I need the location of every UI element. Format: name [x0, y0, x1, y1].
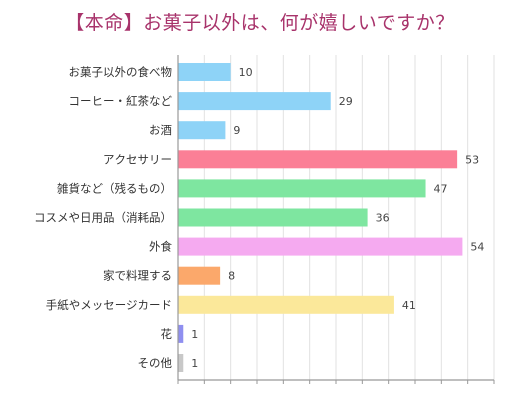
- value-label: 54: [470, 241, 484, 254]
- bar-8: [178, 295, 394, 314]
- category-label: お菓子以外の食べ物: [69, 65, 173, 79]
- value-label: 53: [465, 153, 479, 166]
- bar-4: [178, 179, 426, 198]
- value-label: 8: [228, 270, 235, 283]
- category-label: 手紙やメッセージカード: [46, 298, 172, 312]
- bar-10: [178, 354, 184, 372]
- bar-1: [178, 92, 331, 111]
- category-label: アクセサリー: [103, 152, 172, 166]
- bar-7: [178, 266, 221, 285]
- bar-9: [178, 324, 184, 343]
- value-label: 47: [434, 182, 448, 195]
- bar-6: [178, 237, 463, 256]
- category-label: 外食: [149, 240, 172, 254]
- value-label: 1: [191, 328, 198, 341]
- value-label: 41: [402, 299, 416, 312]
- value-label: 1: [191, 357, 198, 370]
- category-label: コスメや日用品（消耗品）: [34, 211, 172, 225]
- chart-title: 【本命】お菓子以外は、何が嬉しいですか？: [65, 12, 455, 34]
- category-label: 花: [161, 327, 173, 341]
- category-label: 雑貨など（残るもの）: [57, 181, 172, 195]
- x-ticks: [177, 380, 495, 384]
- value-label: 10: [239, 66, 253, 79]
- value-label: 29: [339, 95, 353, 108]
- value-label: 9: [233, 124, 240, 137]
- bar-3: [178, 150, 458, 169]
- category-label: 家で料理する: [103, 269, 172, 283]
- category-label: お酒: [149, 123, 172, 137]
- bar-5: [178, 208, 368, 227]
- category-label: コーヒー・紅茶など: [69, 94, 173, 108]
- category-label: その他: [138, 356, 173, 370]
- bar-2: [178, 121, 226, 140]
- value-label: 36: [376, 212, 390, 225]
- bar-0: [178, 63, 231, 81]
